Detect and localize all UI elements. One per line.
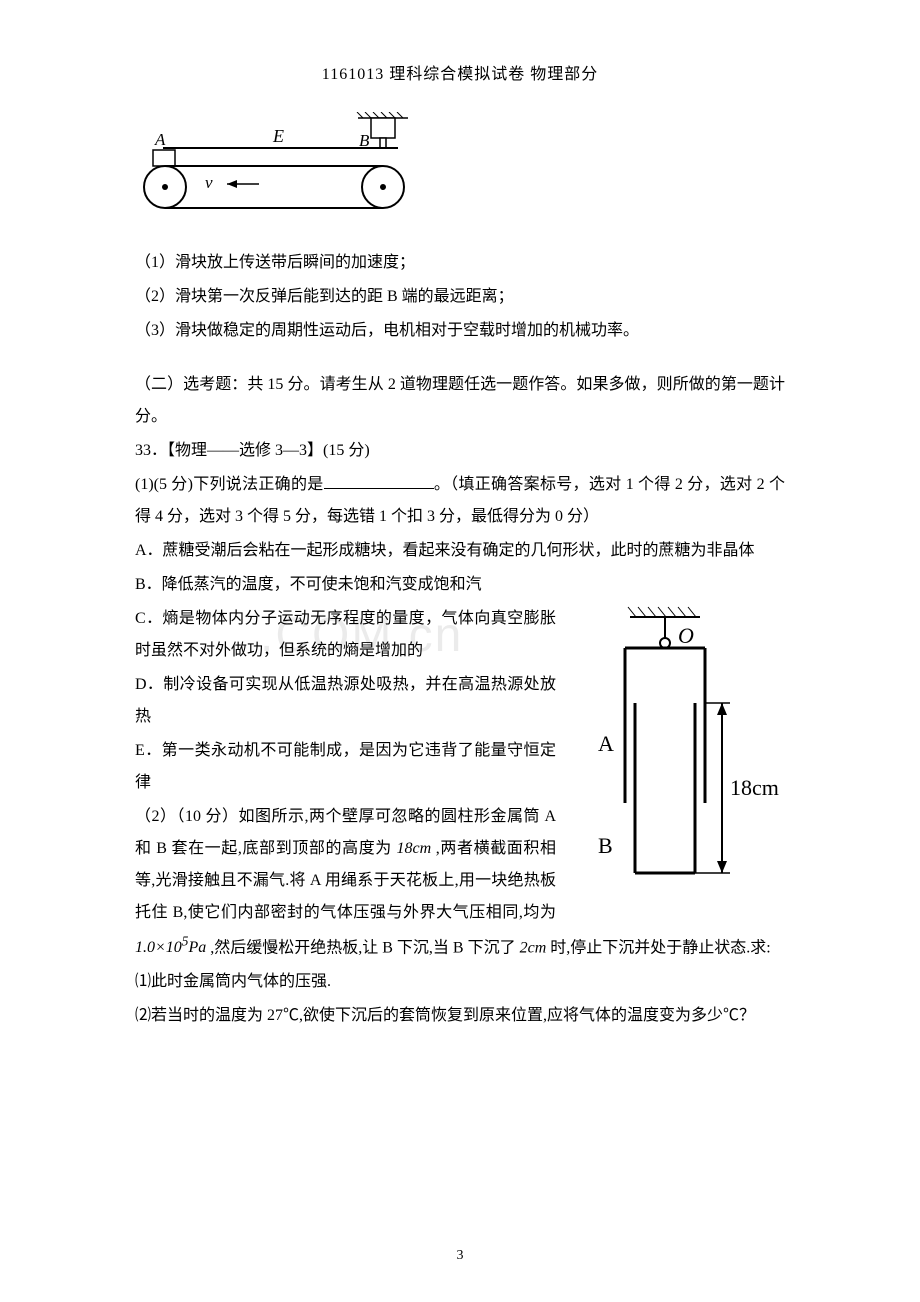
q-sub1: （1）滑块放上传送带后瞬间的加速度； <box>135 247 785 279</box>
label-b: B <box>359 131 370 150</box>
page-header: 1161013 理科综合模拟试卷 物理部分 <box>135 60 785 84</box>
label-a: A <box>154 130 166 149</box>
q33-1-stem: (1)(5 分)下列说法正确的是。（填正确答案标号，选对 1 个得 2 分，选对… <box>135 469 785 533</box>
q-sub3: （3）滑块做稳定的周期性运动后，电机相对于空载时增加的机械功率。 <box>135 315 785 347</box>
q33-2-line2a: ,然后缓慢松开绝热板,让 B 下沉,当 B 下沉了 <box>210 939 515 956</box>
q-sub2: （2）滑块第一次反弹后能到达的距 B 端的最远距离； <box>135 281 785 313</box>
q33-1-stem-a: (1)(5 分)下列说法正确的是 <box>135 476 324 493</box>
roller-right-axis <box>380 184 386 190</box>
page-number: 3 <box>0 1248 920 1264</box>
figure-cylinder: O A B 18cm <box>570 603 785 898</box>
elective-intro: （二）选考题：共 15 分。请考生从 2 道物理题任选一题作答。如果多做，则所做… <box>135 369 785 433</box>
dim-arrow-up <box>717 703 727 715</box>
ceiling-hatch <box>628 607 696 617</box>
block-a <box>153 150 175 166</box>
v-arrow-head <box>227 180 237 188</box>
q33-2-line2b: 时,停止下沉并处于静止状态.求: <box>550 939 770 956</box>
q33-2-sub1: ⑴此时金属筒内气体的压强. <box>135 966 785 998</box>
label-o: O <box>678 623 694 648</box>
q33-2-sub2: ⑵若当时的温度为 27℃,欲使下沉后的套筒恢复到原来位置,应将气体的温度变为多少… <box>135 1000 785 1032</box>
motor-shaft <box>380 138 386 148</box>
q33-title: 33．【物理——选修 3—3】(15 分) <box>135 435 785 467</box>
label-v: v <box>205 173 213 192</box>
dim-label: 18cm <box>730 775 779 800</box>
motor-box <box>371 118 395 138</box>
hatching <box>357 112 408 118</box>
roller-left-axis <box>162 184 168 190</box>
drop-2cm: 2cm <box>520 939 547 956</box>
length-18cm: 18cm <box>397 840 432 857</box>
page-content: 1161013 理科综合模拟试卷 物理部分 E A B <box>0 0 920 1074</box>
label-e: E <box>272 126 284 146</box>
pressure-val: 1.0×105Pa <box>135 939 206 956</box>
opt-a: A．蔗糖受潮后会粘在一起形成糖块，看起来没有确定的几何形状，此时的蔗糖为非晶体 <box>135 535 785 567</box>
label-a2: A <box>598 731 614 756</box>
dim-arrow-down <box>717 861 727 873</box>
answer-blank <box>324 473 434 489</box>
opt-b: B．降低蒸汽的温度，不可使未饱和汽变成饱和汽 <box>135 569 785 601</box>
label-b2: B <box>598 833 613 858</box>
figure-conveyor: E A B v <box>143 112 785 227</box>
